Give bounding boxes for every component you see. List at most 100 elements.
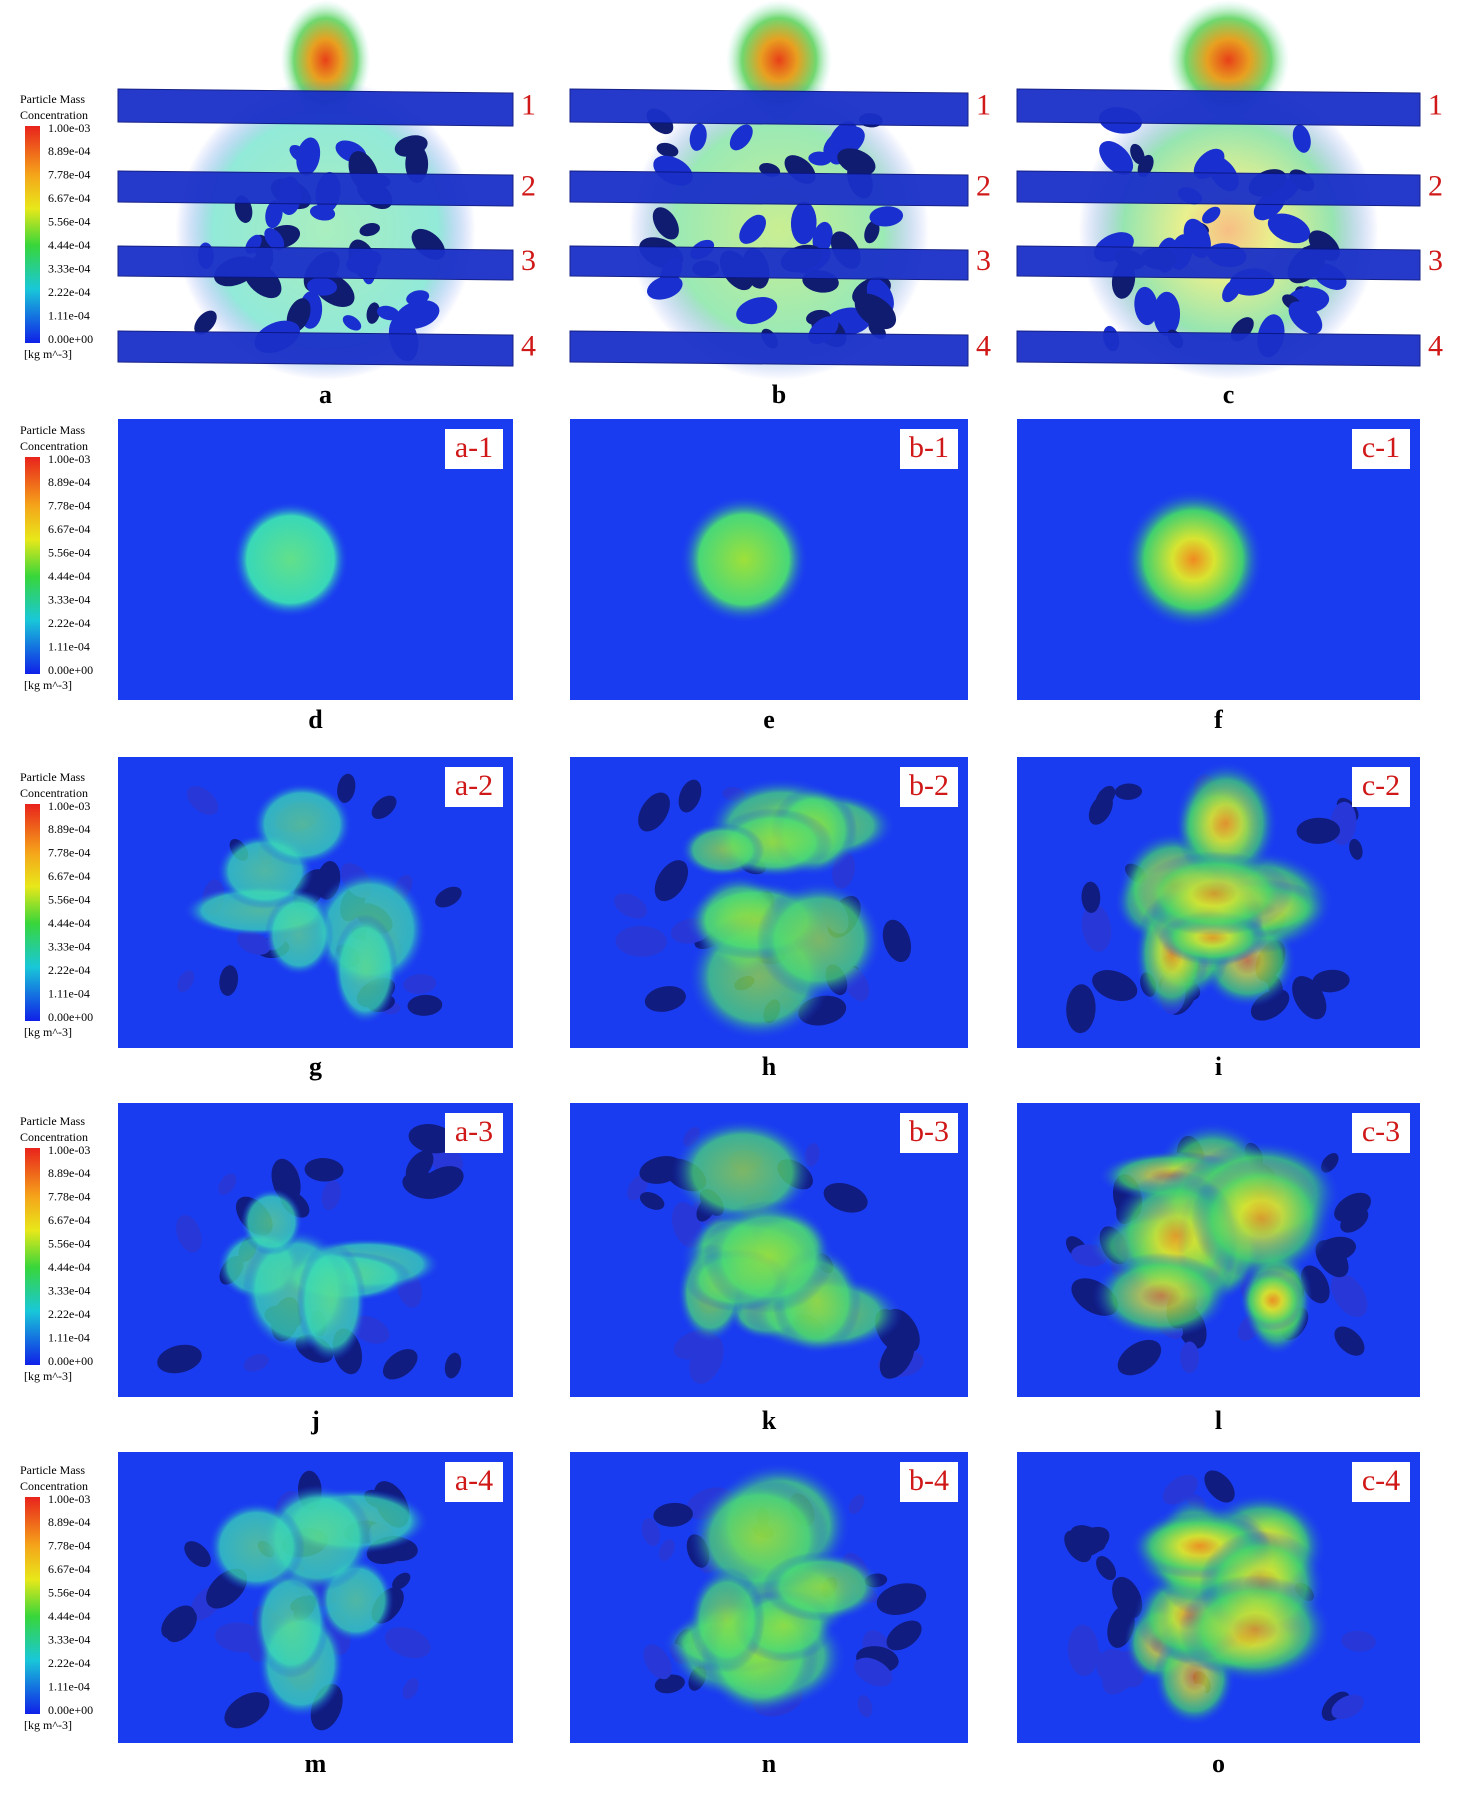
colorbar-tick-label: 5.56e-04 (48, 893, 90, 907)
particle-cloud (688, 1566, 766, 1673)
panel: b-3 k (570, 1103, 968, 1435)
colorbar-tick-label: 3.33e-04 (48, 1632, 90, 1646)
particle-cloud (232, 501, 349, 618)
plane-number: 1 (521, 88, 536, 121)
colorbar-tick-label: 8.89e-04 (48, 144, 90, 158)
section-plane (117, 170, 514, 207)
leaf (1334, 1326, 1365, 1356)
leaf (1349, 838, 1363, 860)
leaf (444, 1352, 462, 1379)
section-plane (569, 330, 969, 367)
legend-title: Particle Mass (20, 1114, 85, 1128)
leaf (1180, 1341, 1200, 1374)
leaf (408, 1124, 456, 1154)
leaf (405, 144, 429, 183)
panel-tag: b-2 (909, 769, 949, 802)
leaf (656, 142, 679, 157)
particle-cloud (240, 1188, 303, 1256)
leaf (184, 1541, 211, 1568)
colorbar-tick-label: 6.67e-04 (48, 869, 90, 883)
panel-label: j (310, 1406, 320, 1435)
leaf (1331, 1694, 1364, 1720)
leaf (392, 1572, 411, 1590)
particle-cloud (264, 892, 334, 976)
colorbar-tick-label: 2.22e-04 (48, 963, 90, 977)
leaf (1292, 124, 1311, 153)
panel-tag: b-4 (909, 1464, 949, 1497)
leaf (1081, 904, 1112, 952)
panel-tag-box (445, 1462, 503, 1502)
panel: c-1 f (1017, 419, 1420, 734)
leaf (157, 1344, 202, 1374)
panel: a-2 g (118, 757, 513, 1081)
colorbar-tick-label: 2.22e-04 (48, 616, 90, 630)
particle-cloud (756, 881, 882, 998)
panel: c-3 l (1017, 1103, 1420, 1435)
colorbar-tick-label: 7.78e-04 (48, 499, 90, 513)
leaf (403, 974, 437, 994)
legend-unit: [kg m^-3] (24, 1369, 72, 1383)
leaf (1330, 1273, 1368, 1318)
leaf (177, 970, 195, 992)
colorbar-tick-label: 0.00e+00 (48, 1354, 93, 1368)
panel-tag: a-1 (455, 431, 493, 464)
leaf (736, 297, 778, 325)
panel-label: i (1215, 1052, 1222, 1081)
colorbar-tick-label: 4.44e-04 (48, 1260, 90, 1274)
panel-tag: b-1 (909, 431, 949, 464)
panel-label: d (308, 705, 323, 734)
leaf (186, 786, 219, 815)
colorbar-tick-label: 3.33e-04 (48, 939, 90, 953)
section-plane (569, 245, 969, 281)
plane-number: 1 (1428, 88, 1443, 121)
colorbar-tick-label: 3.33e-04 (48, 261, 90, 275)
plane-number: 4 (976, 329, 991, 362)
leaf (224, 1692, 270, 1729)
leaf (296, 137, 321, 176)
leaf (654, 860, 689, 902)
legend-unit: [kg m^-3] (24, 1025, 72, 1039)
particle-cloud (252, 782, 353, 867)
colorbar (25, 1497, 40, 1714)
section-plane (1016, 330, 1421, 367)
panel: 1 2 3 4 a (117, 0, 536, 409)
leaf (1134, 286, 1158, 326)
panel-tag-box (900, 1113, 958, 1153)
colorbar-tick-label: 0.00e+00 (48, 1010, 93, 1024)
panel: c-4 o (1017, 1452, 1420, 1778)
panel-label: h (762, 1052, 777, 1081)
leaf (218, 1173, 237, 1195)
leaf (790, 201, 817, 245)
leaf (1114, 783, 1143, 800)
particle-cloud (1123, 489, 1264, 630)
leaf (1204, 1470, 1235, 1503)
plane-number: 4 (521, 329, 536, 362)
leaf (264, 227, 285, 251)
panel-label: c (1223, 380, 1235, 409)
leaf (689, 123, 707, 151)
panel-tag-box (1352, 767, 1410, 807)
particle-cloud (332, 914, 399, 1025)
panel-tag: a-2 (455, 769, 493, 802)
colorbar-tick-label: 8.89e-04 (48, 475, 90, 489)
legend-title: Particle Mass (20, 92, 85, 106)
panel-label: m (305, 1749, 327, 1778)
colorbar-tick-label: 6.67e-04 (48, 1562, 90, 1576)
leaf (419, 1166, 464, 1198)
colorbar-tick-label: 4.44e-04 (48, 916, 90, 930)
leaf (384, 1627, 431, 1659)
colorbar-tick-label: 6.67e-04 (48, 191, 90, 205)
colorbar-tick-label: 4.44e-04 (48, 569, 90, 583)
particle-cloud (680, 822, 765, 877)
particle-cloud (253, 1567, 330, 1679)
particle-cloud (672, 1118, 813, 1226)
leaf (435, 886, 462, 908)
leaf (882, 919, 912, 963)
leaf (219, 965, 239, 996)
leaf (307, 277, 338, 296)
legend-title: Concentration (20, 1479, 88, 1493)
panel: a-1 d (118, 419, 513, 734)
colorbar-tick-label: 1.11e-04 (48, 986, 90, 1000)
leaf (879, 1336, 915, 1379)
